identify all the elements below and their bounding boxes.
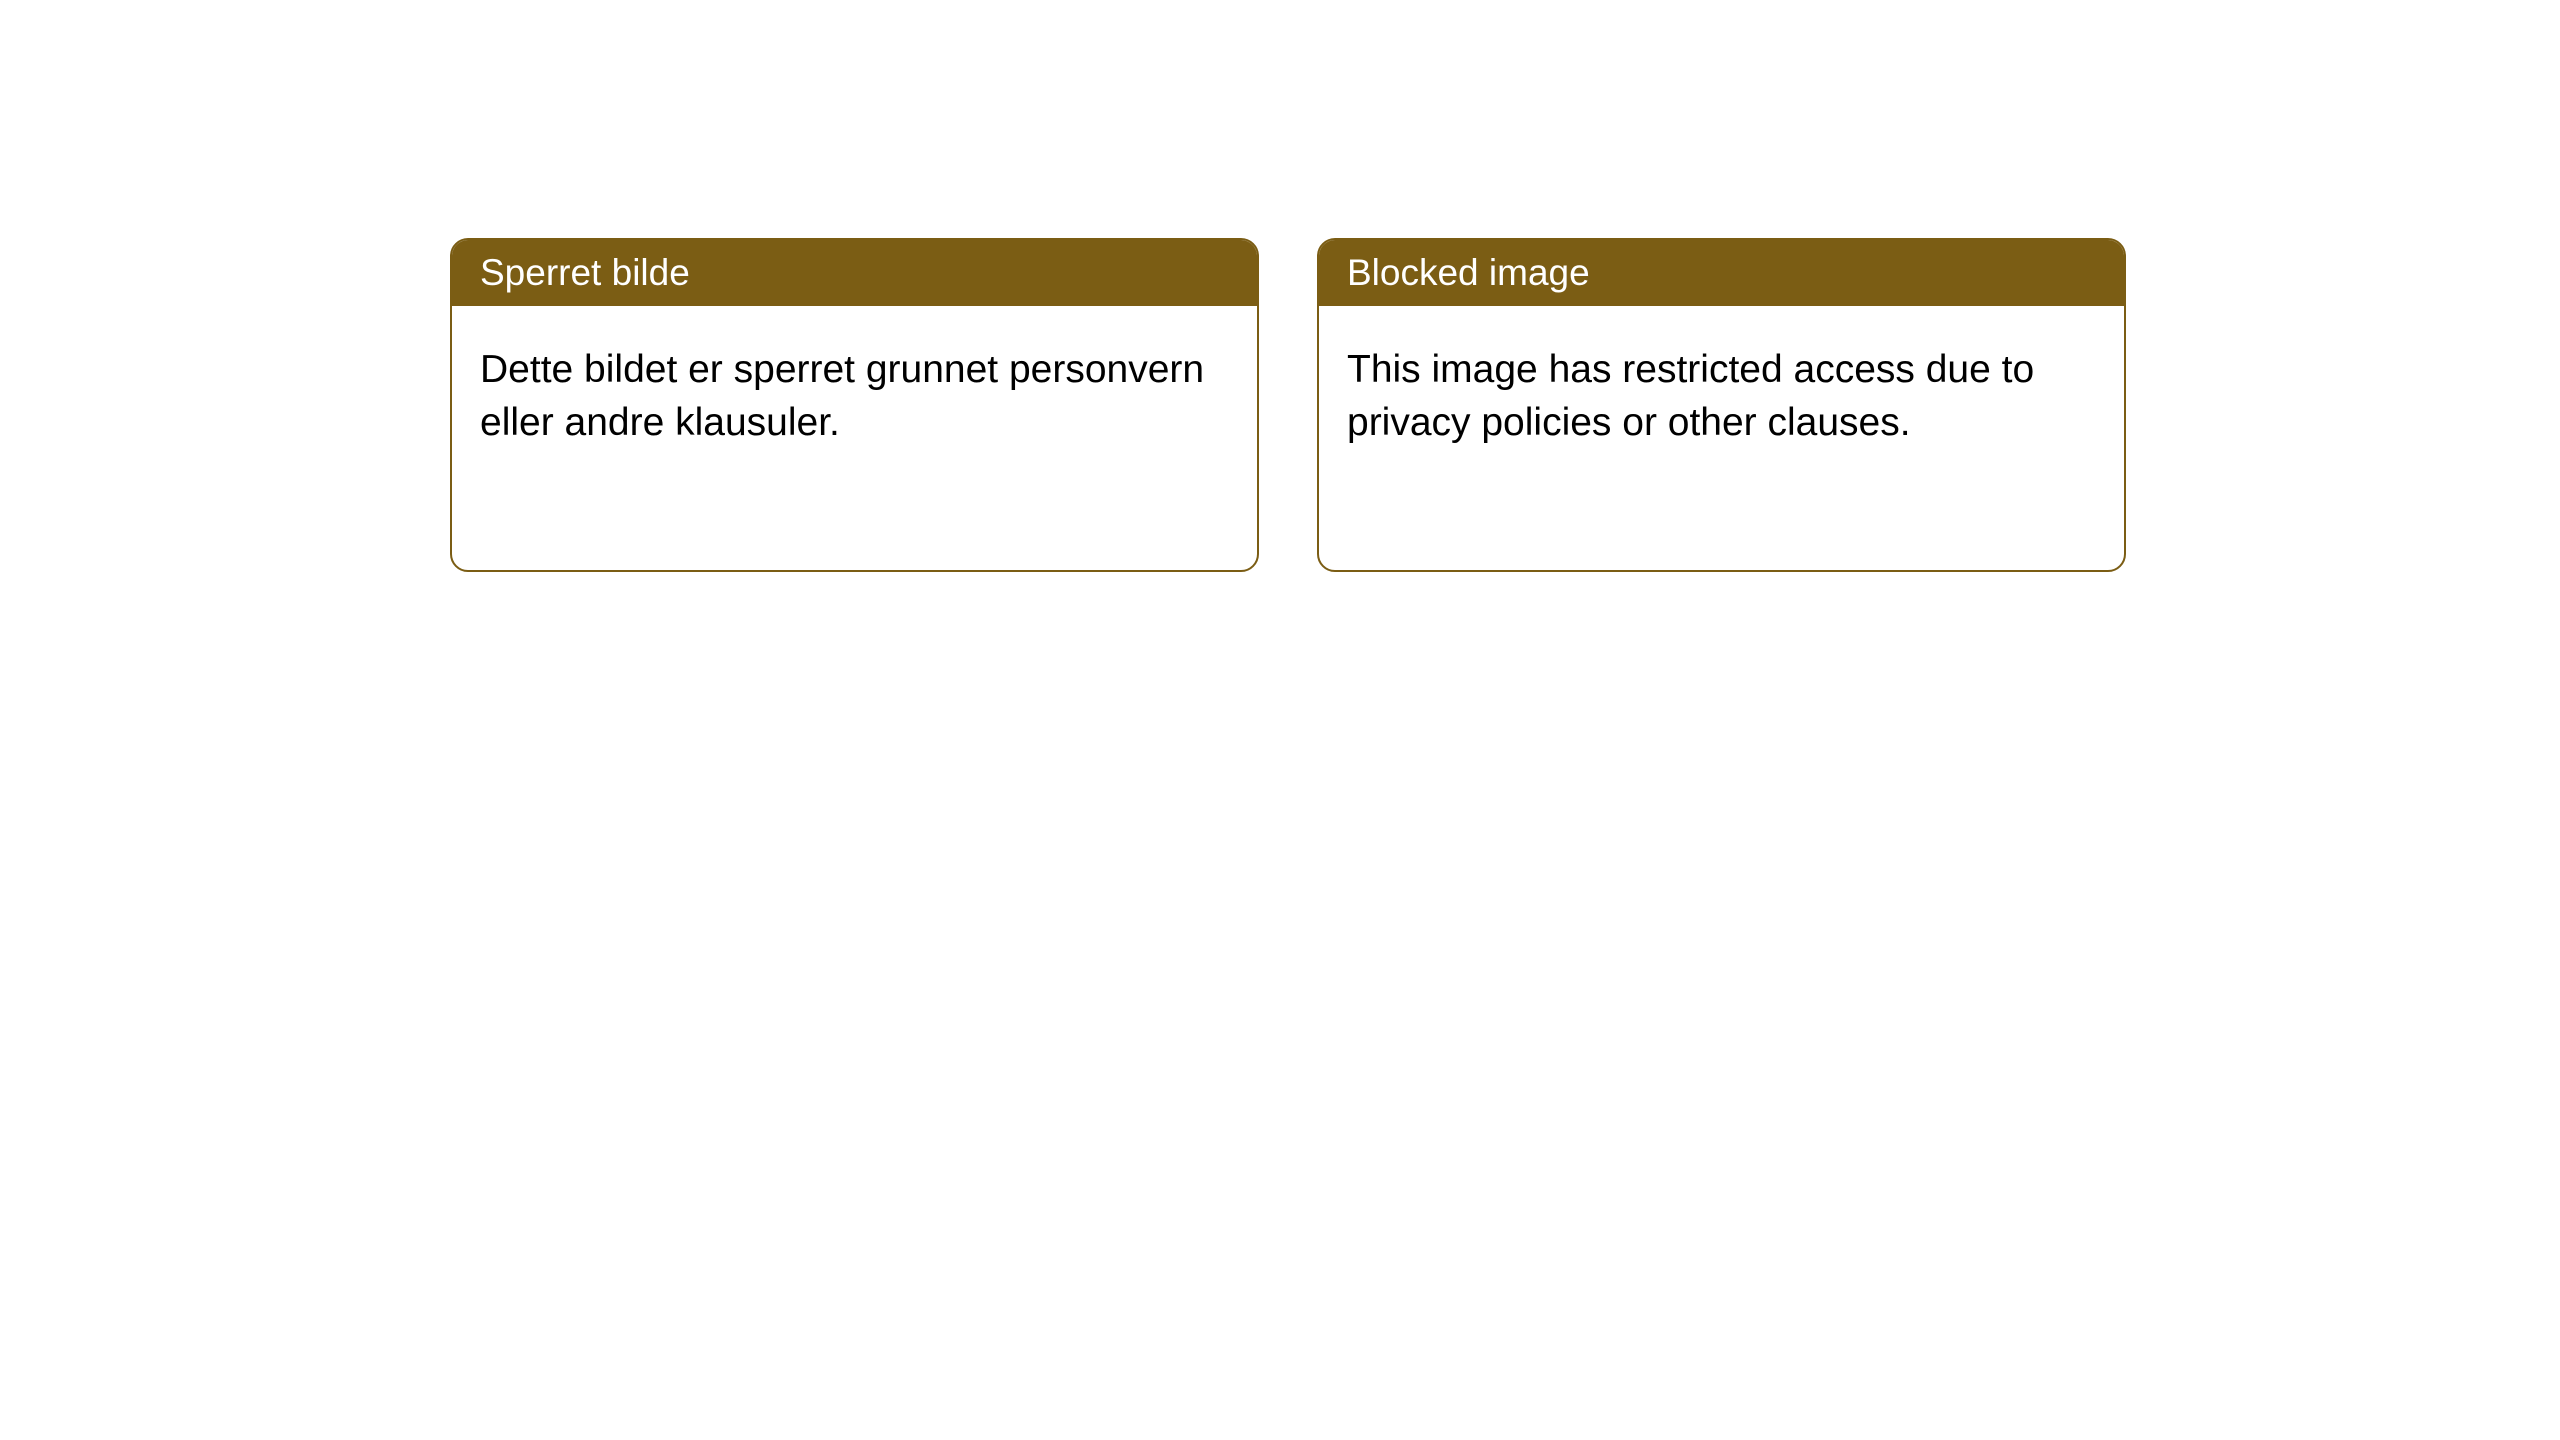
blocked-panel-nb: Sperret bilde Dette bildet er sperret gr… — [450, 238, 1259, 572]
blocked-panel-en: Blocked image This image has restricted … — [1317, 238, 2126, 572]
panel-header-en: Blocked image — [1319, 240, 2124, 306]
blocked-image-panels: Sperret bilde Dette bildet er sperret gr… — [450, 238, 2126, 572]
panel-body-nb: Dette bildet er sperret grunnet personve… — [452, 306, 1257, 477]
panel-body-en: This image has restricted access due to … — [1319, 306, 2124, 477]
panel-header-nb: Sperret bilde — [452, 240, 1257, 306]
